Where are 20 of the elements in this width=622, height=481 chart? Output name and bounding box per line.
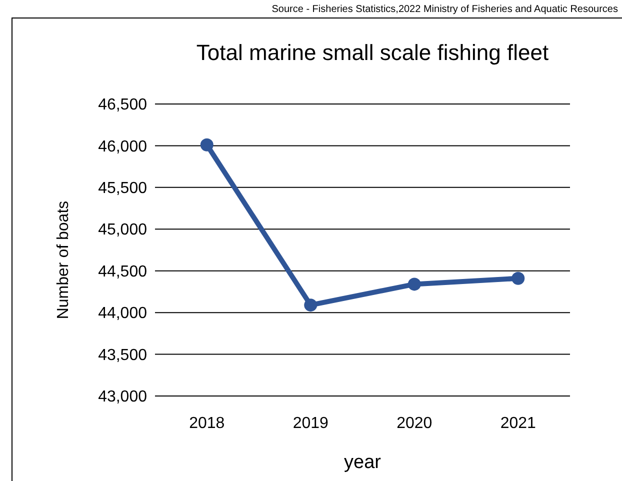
y-tick-label: 46,000 bbox=[98, 138, 148, 156]
source-note: Source - Fisheries Statistics,2022 Ministry of Fisheries and Aquatic Resources bbox=[272, 4, 618, 15]
x-tick-label: 2021 bbox=[500, 415, 536, 432]
point bbox=[200, 138, 214, 152]
y-tick-label: 45,000 bbox=[98, 222, 148, 239]
y-tick-label: 43,000 bbox=[98, 388, 148, 406]
y-axis-title: Number of boats bbox=[55, 200, 72, 320]
point bbox=[408, 278, 421, 291]
y-tick-label: 44,500 bbox=[98, 263, 148, 280]
y-tick-label: 43,500 bbox=[98, 346, 148, 364]
x-tick-label: 2019 bbox=[292, 415, 329, 432]
y-tick-label: 46,500 bbox=[98, 96, 148, 114]
x-tick-label: 2018 bbox=[189, 415, 225, 432]
point bbox=[304, 298, 318, 312]
y-tick-label: 45,500 bbox=[98, 180, 148, 198]
x-tick-label: 2020 bbox=[396, 415, 432, 432]
y-tick-label: 44,000 bbox=[98, 305, 148, 322]
x-axis-title: year bbox=[344, 452, 382, 473]
point bbox=[512, 272, 525, 285]
chart-title: Total marine small scale fishing fleet bbox=[196, 40, 549, 65]
